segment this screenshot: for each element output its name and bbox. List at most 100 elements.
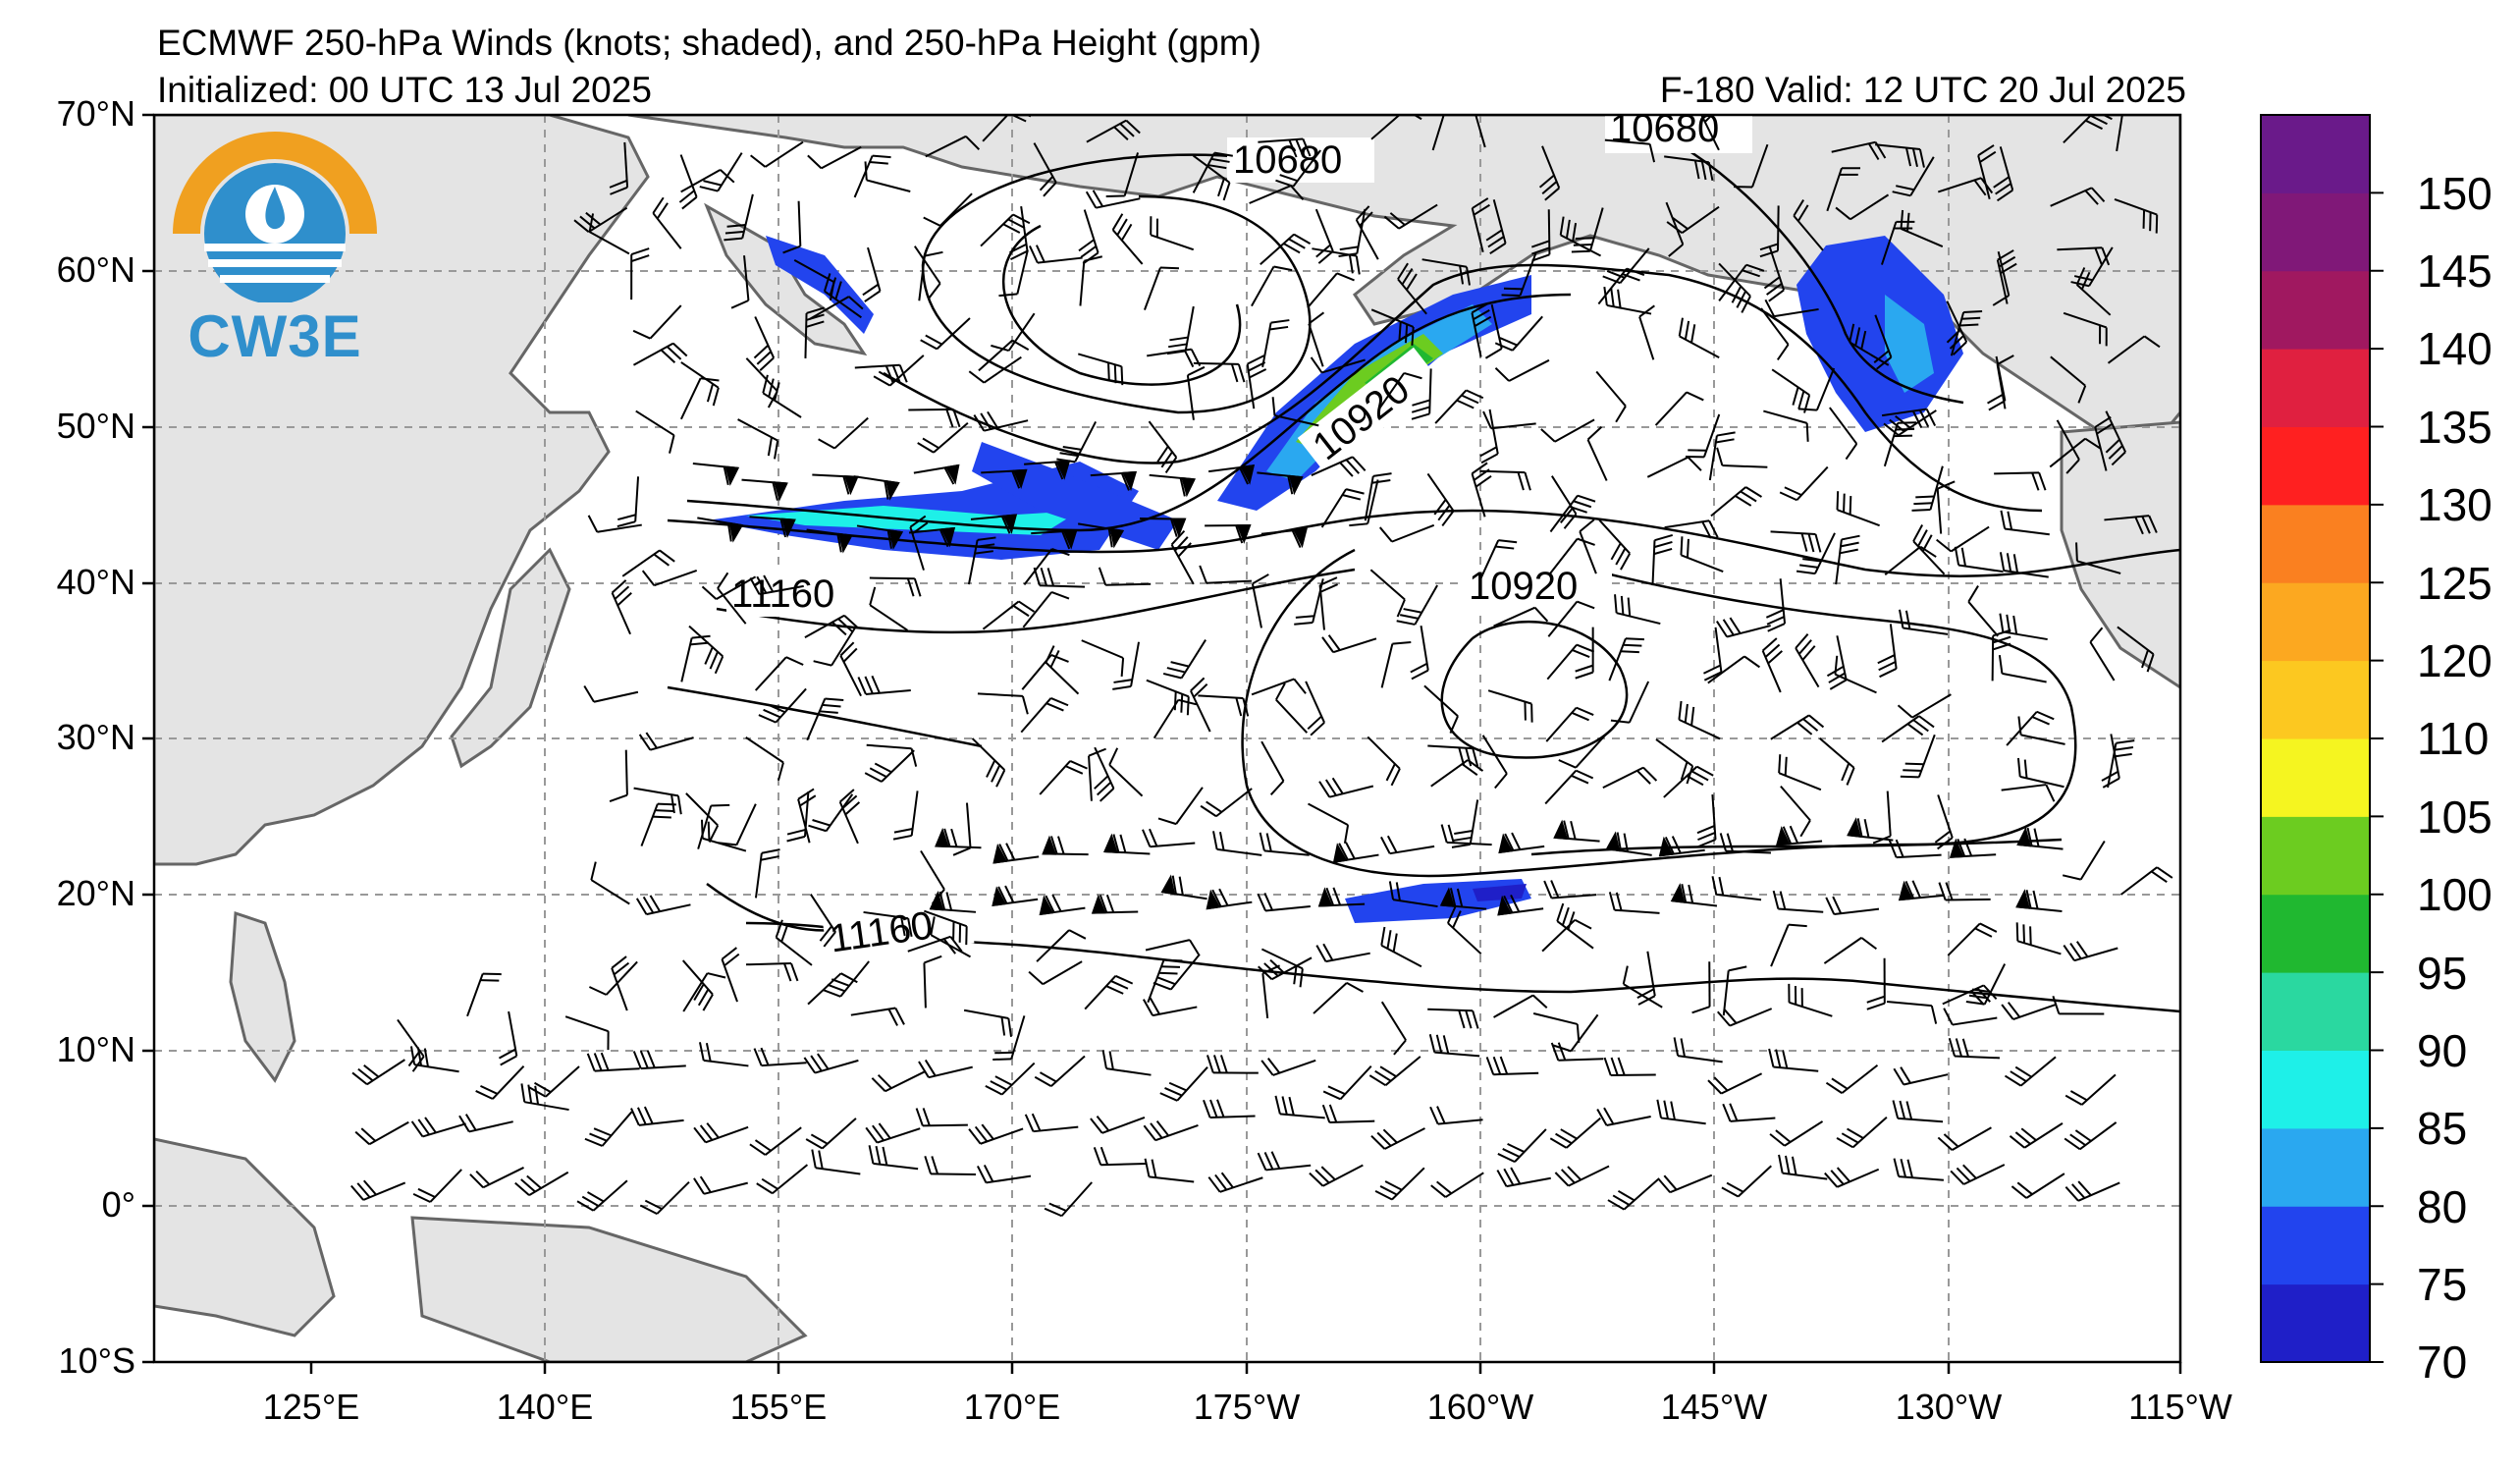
- wind-barb: [1143, 1119, 1199, 1142]
- wind-barb: [1090, 470, 1138, 492]
- wind-barb: [1033, 142, 1057, 197]
- wind-barb: [1206, 888, 1253, 910]
- wind-barb: [685, 792, 720, 843]
- wind-barb: [1098, 567, 1152, 586]
- wind-barb: [1029, 245, 1083, 264]
- wind-barb: [1770, 714, 1825, 740]
- wind-barb: [1938, 882, 1991, 901]
- wind-barb: [1088, 747, 1106, 801]
- wind-barb: [1598, 518, 1632, 571]
- wind-barb: [1605, 831, 1652, 856]
- colorbar-segment: [2261, 426, 2370, 506]
- wind-barb: [2000, 510, 2050, 536]
- wind-barb: [1112, 641, 1141, 690]
- wind-barb: [1494, 315, 1543, 352]
- colorbar-label: 135: [2417, 402, 2493, 453]
- wind-barb: [1487, 689, 1533, 723]
- wind-barb: [1149, 473, 1197, 498]
- wind-barb: [1322, 1064, 1372, 1101]
- wind-barb: [2050, 355, 2087, 404]
- wind-barb: [1553, 819, 1600, 843]
- wind-barb: [952, 802, 972, 856]
- wind-barb: [2057, 246, 2111, 266]
- wind-barb: [1479, 409, 1499, 464]
- wind-barb: [1877, 624, 1898, 679]
- wind-barb: [991, 312, 1036, 353]
- wind-barb: [576, 1179, 628, 1212]
- wind-barb: [1028, 960, 1083, 986]
- wind-barb: [1274, 1095, 1325, 1119]
- wind-barb: [1847, 817, 1894, 842]
- colorbar-segment: [2261, 115, 2370, 193]
- wind-barb: [1078, 209, 1099, 265]
- wind-barb: [1150, 216, 1195, 251]
- wind-barb: [1042, 835, 1089, 856]
- wind-barb: [1656, 1099, 1706, 1125]
- wind-barb: [1942, 984, 1998, 1006]
- wind-barb: [1380, 835, 1435, 855]
- wind-barb: [809, 296, 864, 320]
- colorbar-segment: [2261, 270, 2370, 350]
- wind-barb: [1148, 420, 1178, 473]
- wind-barb: [1835, 534, 1860, 585]
- wind-barb: [698, 1042, 749, 1067]
- wind-barb: [1033, 567, 1086, 588]
- map-title: ECMWF 250-hPa Winds (knots; shaded), and…: [157, 23, 1261, 63]
- wind-barb: [1795, 633, 1820, 688]
- wind-barb: [869, 576, 922, 597]
- wind-barb: [913, 246, 941, 300]
- wind-barb: [641, 569, 698, 587]
- wind-barb: [1646, 456, 1702, 478]
- wind-barb: [1886, 1001, 1938, 1024]
- wind-barb: [1258, 137, 1312, 158]
- wind-barb: [1192, 154, 1231, 201]
- wind-barb: [2107, 739, 2135, 789]
- wind-barb: [1977, 144, 1997, 200]
- wind-barb: [1898, 880, 1946, 901]
- wind-barb: [1651, 533, 1674, 586]
- wind-barb: [1085, 190, 1141, 209]
- wind-barb: [680, 361, 720, 407]
- wind-barb: [2119, 866, 2173, 896]
- wind-barb: [699, 152, 743, 192]
- wind-barb: [611, 955, 630, 1011]
- logo-icon: [173, 132, 377, 304]
- wind-barb: [1595, 370, 1627, 423]
- lat-label: 10°S: [58, 1340, 135, 1381]
- wind-barb: [970, 514, 1018, 534]
- wind-barb: [1251, 678, 1307, 696]
- wind-barb: [920, 317, 971, 351]
- wind-barb: [1658, 836, 1705, 857]
- wind-barb: [1780, 785, 1811, 838]
- wind-barb: [730, 255, 750, 309]
- wind-barb: [1426, 472, 1455, 527]
- colorbar-label: 70: [2417, 1337, 2468, 1388]
- wind-barb: [980, 213, 1031, 247]
- wind-barb: [1493, 606, 1549, 627]
- colorbar-label: 145: [2417, 246, 2493, 297]
- wind-barb: [838, 789, 861, 845]
- lat-label: 50°N: [56, 406, 135, 446]
- wind-barb: [1091, 894, 1139, 914]
- wind-barb: [652, 196, 682, 249]
- wind-barb: [1493, 994, 1548, 1018]
- wind-barb: [1022, 591, 1070, 628]
- wind-barb: [1440, 824, 1492, 846]
- wind-barb: [918, 1059, 973, 1079]
- wind-barb: [1431, 115, 1448, 151]
- wind-barb: [804, 614, 859, 639]
- wind-barb: [1307, 272, 1355, 308]
- wind-barb: [1761, 637, 1783, 693]
- wind-barb: [1142, 997, 1198, 1017]
- lon-label: 155°E: [729, 1387, 828, 1427]
- wind-barb: [586, 1052, 640, 1072]
- wind-barb: [977, 692, 1029, 715]
- wind-barb: [632, 304, 682, 340]
- wind-barb: [1261, 319, 1290, 368]
- wind-barb: [1719, 833, 1771, 854]
- wind-barb: [749, 516, 796, 538]
- wind-barb: [520, 1083, 569, 1112]
- wind-barb: [1763, 246, 1786, 302]
- wind-barb: [1998, 654, 2047, 683]
- wind-barb: [1309, 1164, 1364, 1187]
